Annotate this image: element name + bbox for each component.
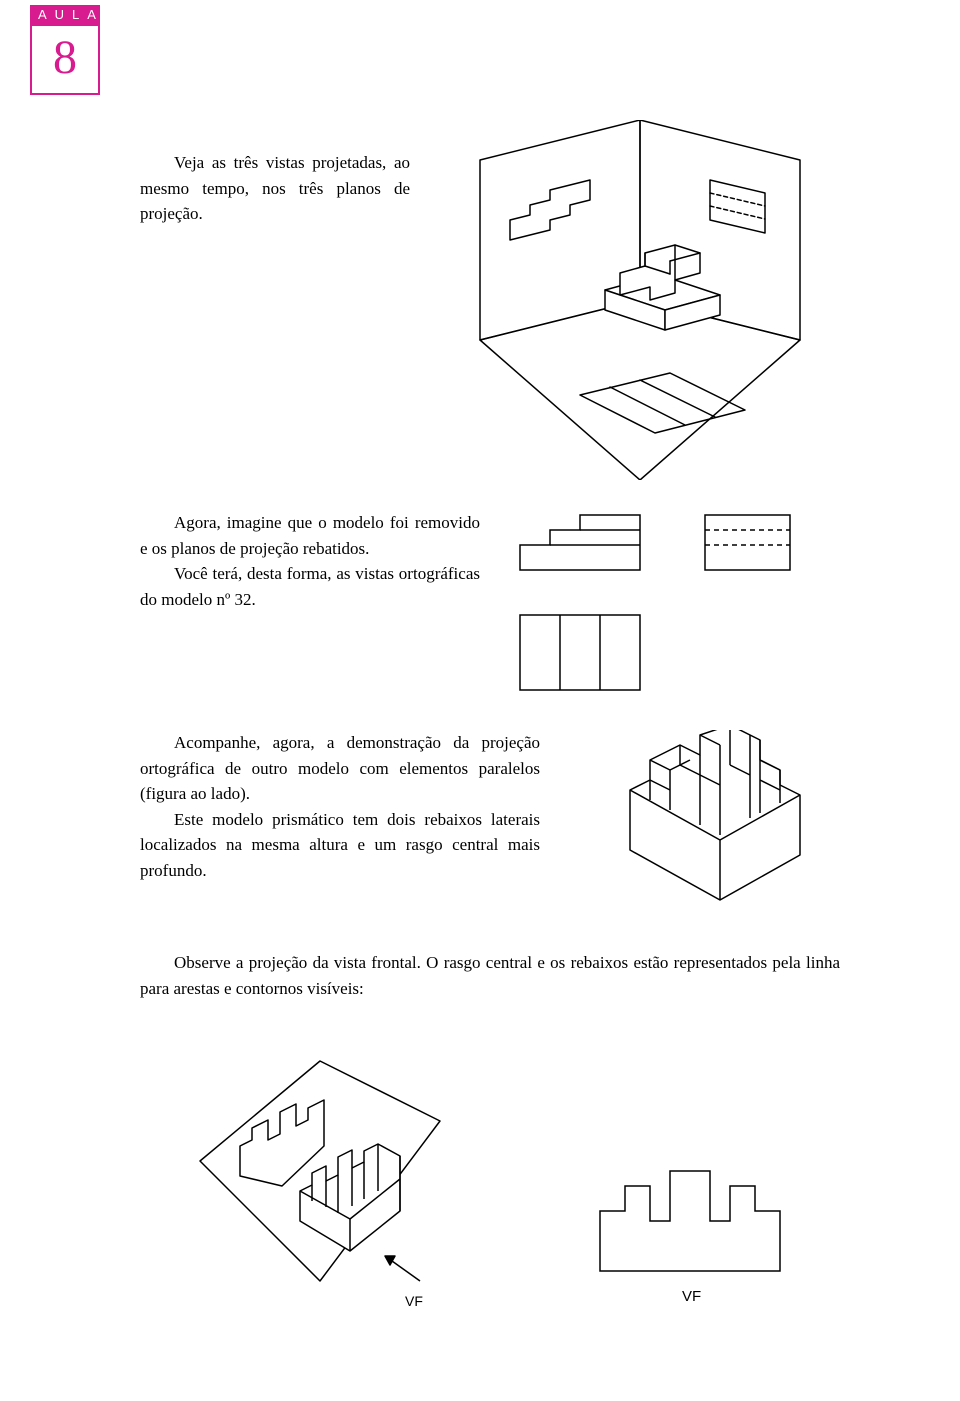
aula-number: 8 <box>32 30 98 85</box>
paragraph-2b: Você terá, desta forma, as vistas ortogr… <box>140 561 480 612</box>
figure-unfolded-views <box>510 510 800 700</box>
figure-vf-projection: VF <box>190 1031 510 1331</box>
aula-label: AULA <box>30 5 100 24</box>
aula-number-box: 8 <box>30 24 100 95</box>
figure-model-iso <box>610 730 820 920</box>
figure-vf-flat: VF <box>590 1161 790 1331</box>
vf-label-1: VF <box>405 1293 423 1309</box>
paragraph-4: Observe a projeção da vista frontal. O r… <box>140 950 840 1001</box>
vf-label-2: VF <box>682 1288 701 1305</box>
paragraph-1: Veja as três vistas projetadas, ao mesmo… <box>140 150 410 227</box>
figure-three-planes-iso <box>440 120 840 480</box>
paragraph-3a: Acompanhe, agora, a demonstração da proj… <box>140 730 540 807</box>
paragraph-2a: Agora, imagine que o modelo foi removido… <box>140 510 480 561</box>
paragraph-3b: Este modelo prismático tem dois rebaixos… <box>140 807 540 884</box>
aula-badge: AULA 8 <box>30 5 100 95</box>
